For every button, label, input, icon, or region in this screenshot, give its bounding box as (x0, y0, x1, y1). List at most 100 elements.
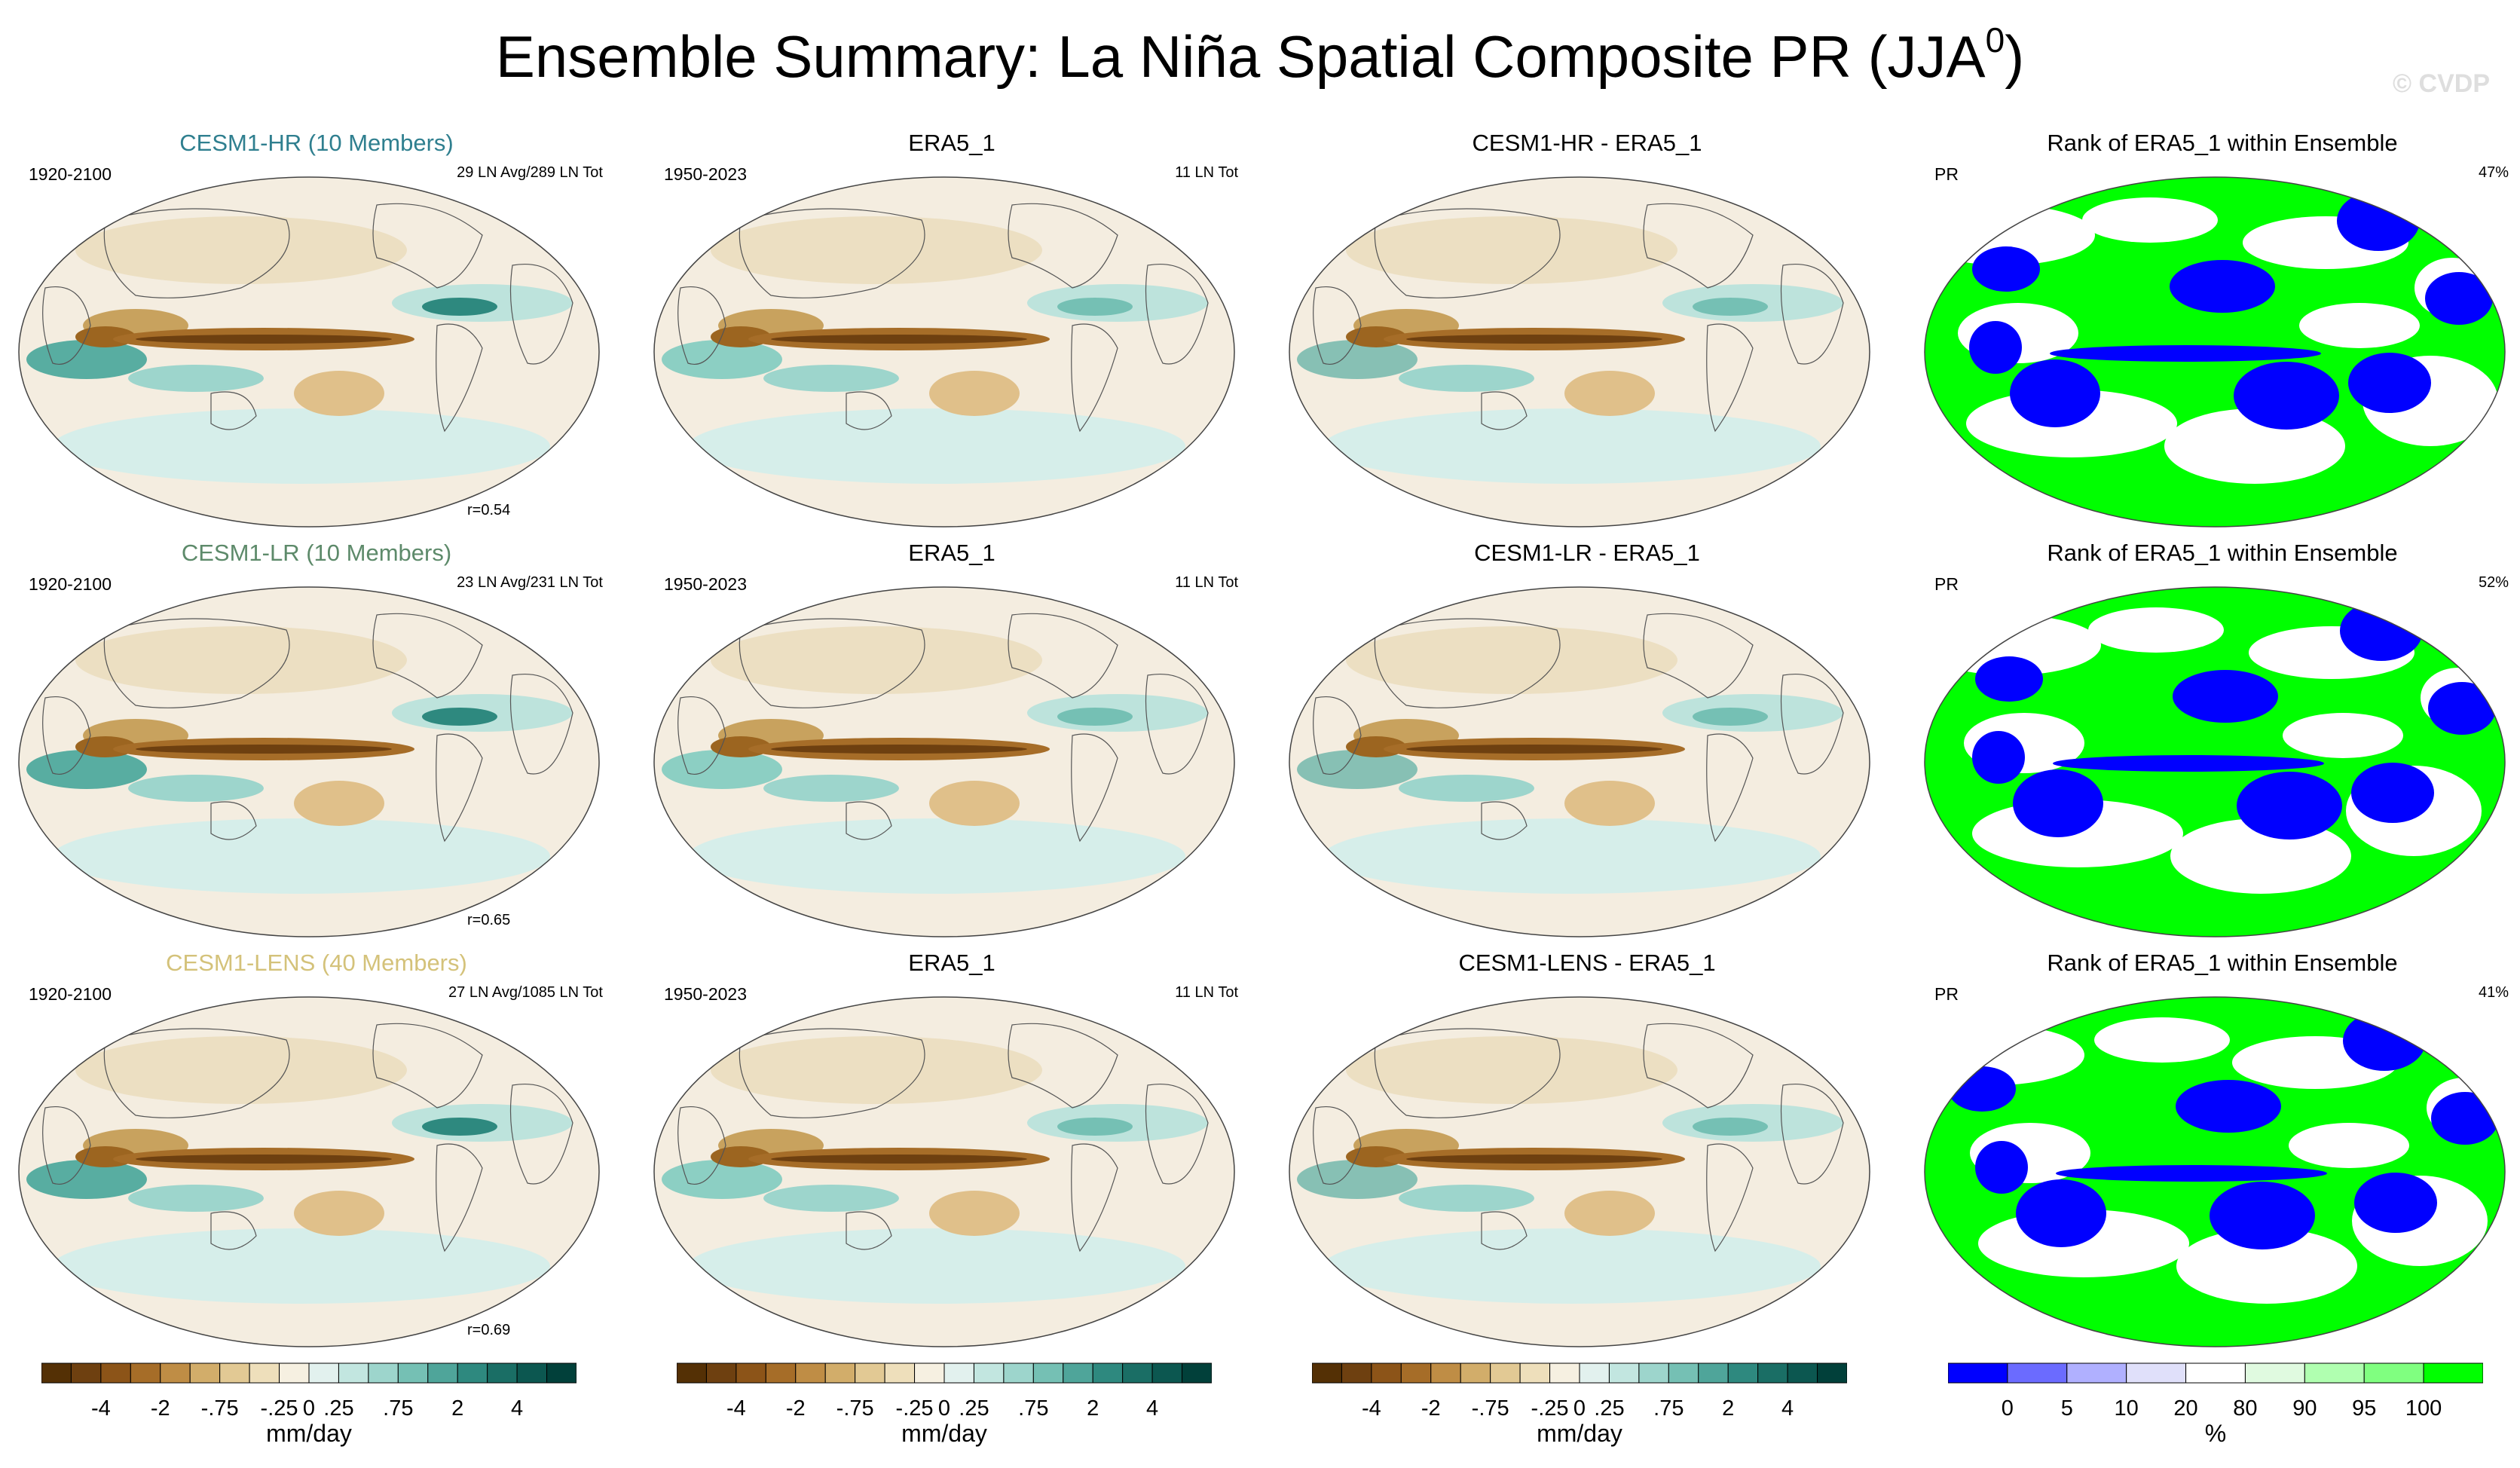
pacific-dry-core (771, 745, 1027, 754)
colorbar-swatch (100, 1362, 131, 1384)
coastline (1313, 1106, 1362, 1185)
colorbar-tick-label: -.75 (200, 1396, 239, 1421)
colorbar-swatch (219, 1362, 250, 1384)
colorbar-swatch (1182, 1362, 1212, 1384)
colorbar-tick-label: .75 (1018, 1396, 1049, 1421)
rank-low-region (2237, 772, 2342, 840)
years-label: 1950-2023 (664, 574, 747, 594)
rank-low-region (1972, 731, 2025, 784)
south-pacific-wet (763, 775, 899, 802)
colorbar-swatch (368, 1362, 399, 1384)
obs-map (653, 176, 1235, 528)
colorbar-swatch (1519, 1362, 1551, 1384)
colorbar-tick-label: -.25 (1531, 1396, 1569, 1421)
central-america-wet (1693, 298, 1768, 316)
diff-panel: CESM1-HR - ERA5_1 (1286, 130, 1888, 537)
colorbar-swatch (1151, 1362, 1183, 1384)
event-count: 11 LN Tot (1175, 574, 1238, 591)
colorbar-tick-label: 5 (2060, 1396, 2073, 1421)
coastline (42, 286, 91, 365)
panel-title: ERA5_1 (908, 130, 995, 156)
central-america-wet (1057, 708, 1133, 726)
rank-low-region (2425, 272, 2493, 325)
diff-panel: CESM1-LR - ERA5_1 (1286, 540, 1888, 947)
colorbar-swatches (1312, 1362, 1847, 1384)
coastline (1706, 733, 1754, 843)
rank-low-region (2056, 1165, 2327, 1182)
colorbar-swatch (1490, 1362, 1521, 1384)
colorbar-tick-label: 4 (511, 1396, 524, 1421)
map-border (18, 586, 600, 937)
rank-low-region (2013, 769, 2103, 837)
event-count: 11 LN Tot (1175, 164, 1238, 181)
coastline (739, 208, 925, 298)
pacific-dry-core (136, 1155, 392, 1164)
panel-title: CESM1-HR (10 Members) (179, 130, 454, 156)
coastline (42, 696, 91, 775)
colorbar-tick-label: -.25 (260, 1396, 298, 1421)
indian-ocean-anomaly (26, 750, 147, 789)
years-label: 1950-2023 (664, 984, 747, 1004)
south-pacific-wet (1399, 1185, 1534, 1212)
colorbar-tick-label: 4 (1146, 1396, 1159, 1421)
spcz-anomaly (929, 371, 1020, 416)
colorbar-swatch (516, 1362, 548, 1384)
panel-title: ERA5_1 (908, 950, 995, 976)
panel-title: CESM1-HR - ERA5_1 (1472, 130, 1702, 156)
colorbar-swatch (1948, 1362, 2008, 1384)
model-panel: CESM1-HR (10 Members) 1920-2100 29 LN Avg/… (15, 130, 618, 537)
coastline (509, 674, 573, 775)
panel-title: ERA5_1 (908, 540, 995, 566)
variable-label: PR (1934, 574, 1959, 594)
southern-band (1323, 818, 1821, 894)
map-border (18, 996, 600, 1347)
colorbar-swatch (2304, 1362, 2365, 1384)
rank-low-region (1948, 1066, 2016, 1112)
diff-map (1289, 586, 1870, 937)
rank-low-region (2431, 1092, 2499, 1145)
colorbar-units: mm/day (1537, 1420, 1622, 1447)
colorbar-swatch (546, 1362, 576, 1384)
map-border (18, 176, 600, 528)
colorbar-tick-label: 90 (2292, 1396, 2317, 1421)
central-america-wet (422, 298, 497, 316)
panel-title: Rank of ERA5_1 within Ensemble (2047, 950, 2398, 976)
pattern-correlation: r=0.65 (467, 912, 511, 928)
rank-low-region (2010, 359, 2100, 427)
rank-mid-region (2176, 1228, 2357, 1304)
coastline (1780, 674, 1844, 775)
coastline (1071, 1143, 1118, 1252)
rank-low-region (2234, 362, 2339, 430)
spcz-anomaly (294, 371, 384, 416)
cvdp-watermark: © CVDP (2393, 69, 2490, 98)
colorbar-swatch (824, 1362, 856, 1384)
coastline (372, 613, 483, 699)
rank-low-region (1969, 321, 2022, 374)
colorbar-tick-label: .75 (1653, 1396, 1684, 1421)
coastline (1780, 264, 1844, 365)
event-count: 23 LN Avg/231 LN Tot (457, 574, 603, 591)
panel-title: CESM1-LENS (40 Members) (166, 950, 467, 976)
coastline (1313, 696, 1362, 775)
colorbar-tick-label: -4 (90, 1396, 111, 1421)
colorbar-tick-label: 0 (937, 1396, 951, 1421)
years-label: 1920-2100 (29, 574, 112, 594)
colorbar-tick-label: 0 (302, 1396, 316, 1421)
northern-band (75, 1036, 407, 1104)
rank-low-region (2053, 755, 2324, 772)
colorbar-swatch (1371, 1362, 1402, 1384)
model-panel: CESM1-LR (10 Members) 1920-2100 23 LN Avg/… (15, 540, 618, 947)
colorbar-units: % (2204, 1420, 2227, 1447)
map-border (1924, 586, 2506, 937)
rank-mid-region (2082, 197, 2218, 243)
colorbar-swatch (1727, 1362, 1759, 1384)
colorbar-swatch (338, 1362, 369, 1384)
coastline (677, 1106, 726, 1185)
coastline (677, 286, 726, 365)
spcz-anomaly (294, 781, 384, 826)
rank-panel: Rank of ERA5_1 within Ensemble PR 41% (1921, 950, 2520, 1356)
colorbar-swatch (487, 1362, 518, 1384)
colorbar-swatch (308, 1362, 339, 1384)
coastline (509, 1084, 573, 1185)
colorbar-tick-label: 10 (2114, 1396, 2139, 1421)
